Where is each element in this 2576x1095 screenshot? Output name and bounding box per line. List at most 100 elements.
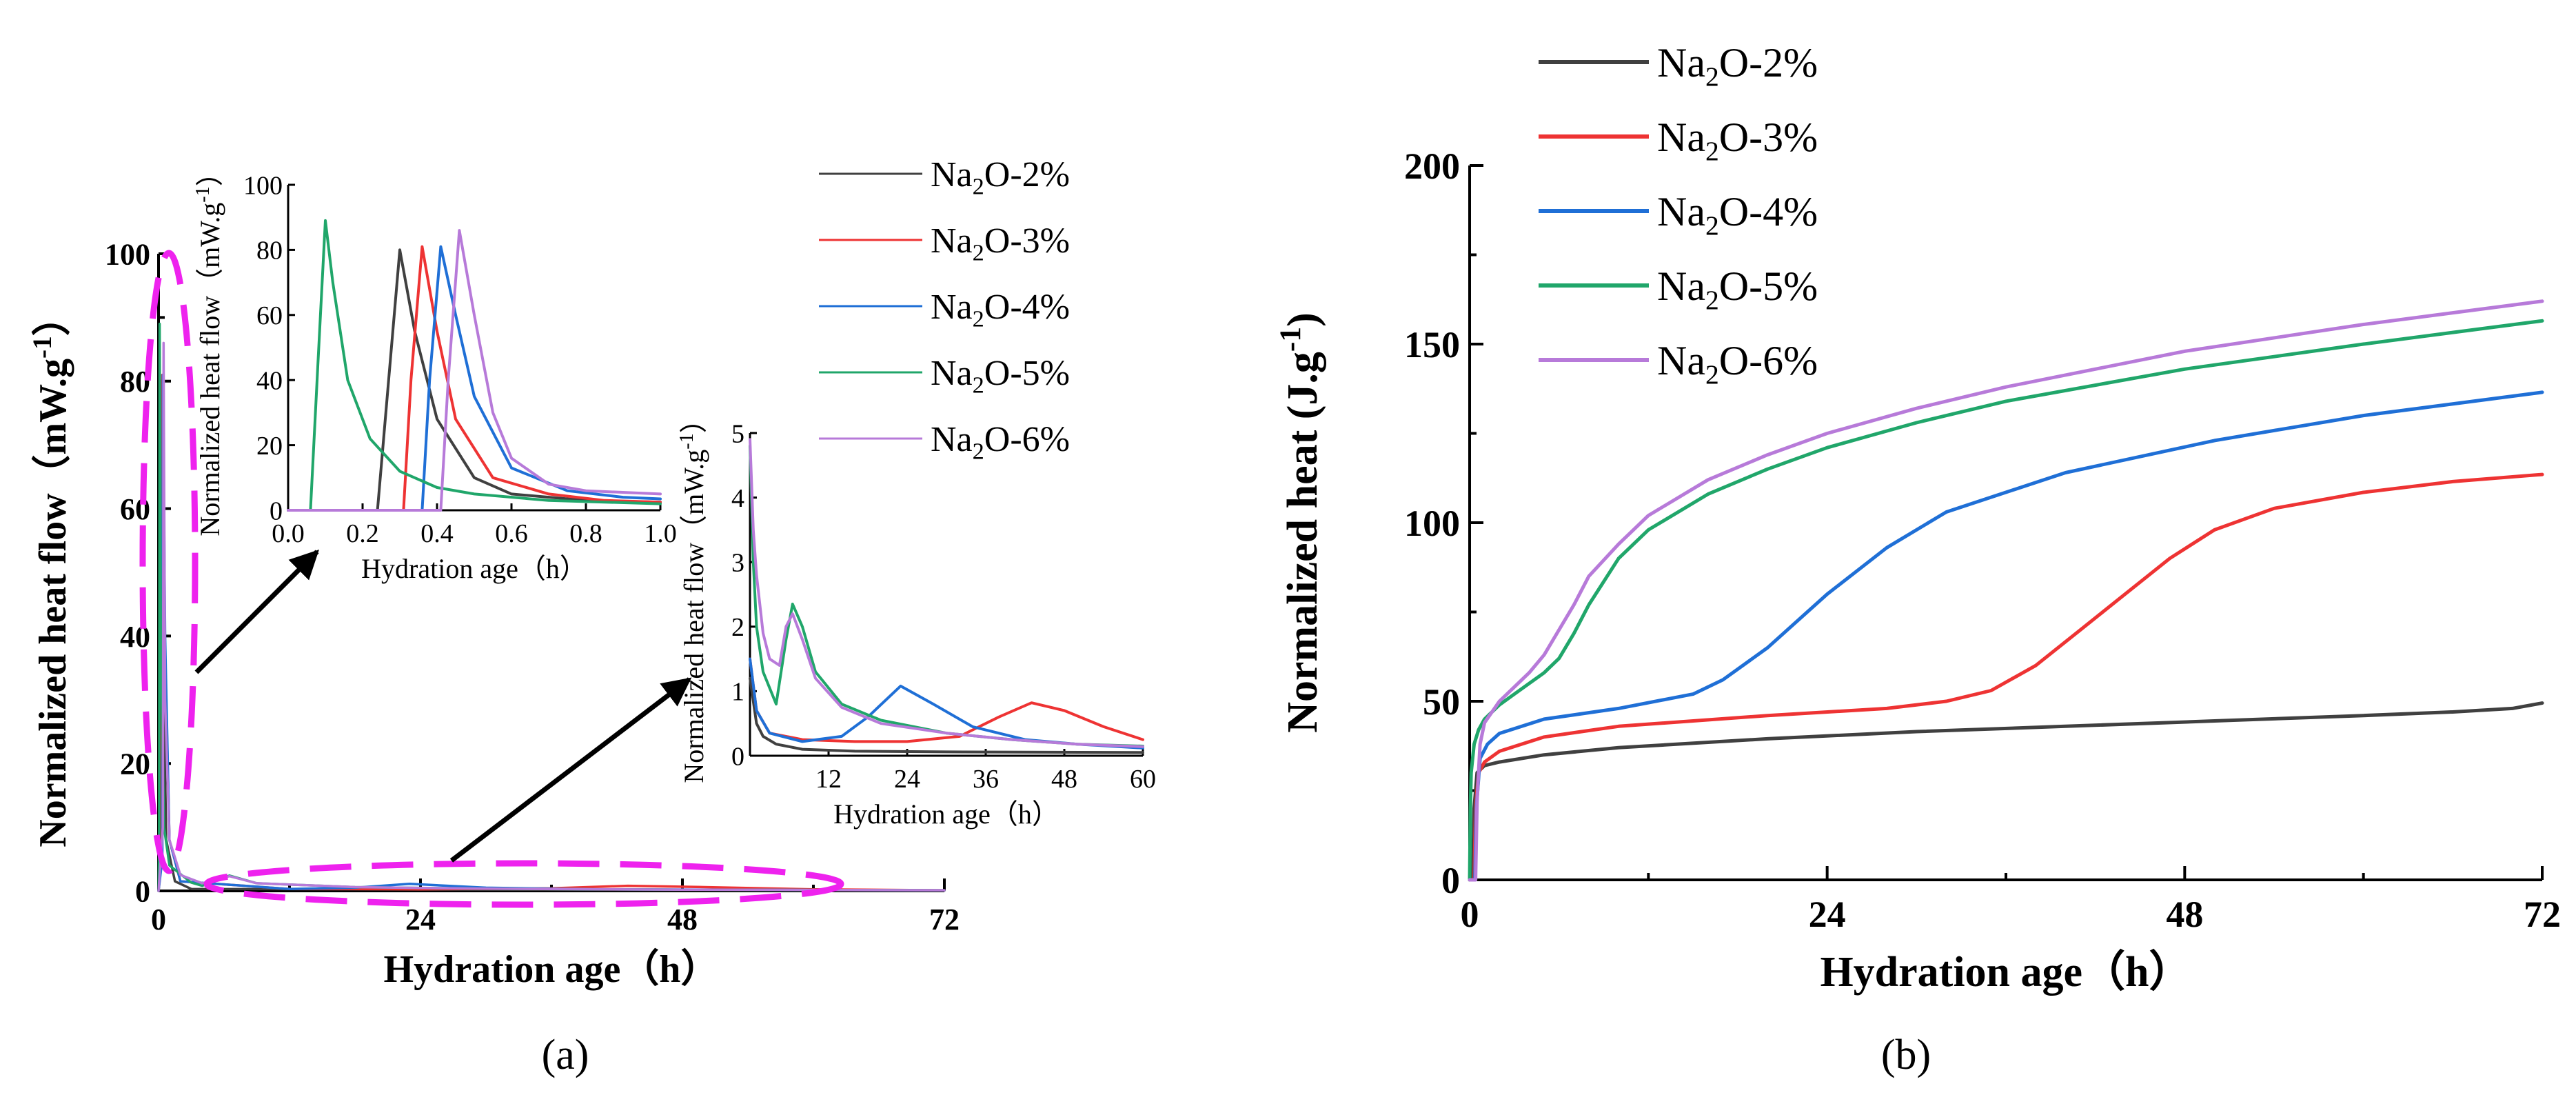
y-tick-label: 2 bbox=[731, 613, 744, 642]
legend-label-Na2O-6%: Na2O-6% bbox=[1657, 338, 1818, 390]
x-tick-label: 0 bbox=[151, 903, 166, 936]
x-axis-label: Hydration age（h） bbox=[1820, 947, 2191, 996]
y-axis-label-sup: -1 bbox=[1274, 327, 1307, 352]
y-tick-label: 1 bbox=[731, 678, 744, 707]
legend-label-Na2O-5%: Na2O-5% bbox=[1657, 263, 1818, 315]
y-axis-label-text: Normalized heat flow（mW.g bbox=[194, 203, 225, 536]
y-tick-label: 100 bbox=[1404, 503, 1460, 544]
panel-b-legend: Na2O-2%Na2O-3%Na2O-4%Na2O-5%Na2O-6% bbox=[1539, 40, 1818, 390]
series-line-Na2O-3% bbox=[287, 245, 662, 512]
series-line-Na2O-5% bbox=[1468, 319, 2544, 882]
legend-label-pre: Na bbox=[931, 420, 973, 459]
legend-label-pre: Na bbox=[931, 221, 973, 261]
y-tick-label: 0 bbox=[270, 496, 283, 525]
legend-label-Na2O-6%: Na2O-6% bbox=[931, 420, 1070, 464]
legend-label-post: O-2% bbox=[984, 155, 1070, 194]
y-axis-label-end: ） bbox=[678, 405, 709, 433]
legend-label-Na2O-5%: Na2O-5% bbox=[931, 354, 1070, 398]
y-axis-label: Normalized heat flow（mW.g-1） bbox=[676, 405, 710, 783]
series-line-Na2O-3% bbox=[749, 657, 1144, 743]
legend-label-Na2O-4%: Na2O-4% bbox=[931, 288, 1070, 332]
legend-label-pre: Na bbox=[1657, 114, 1705, 160]
legend-label-post: O-3% bbox=[984, 221, 1070, 261]
legend-label-Na2O-2%: Na2O-2% bbox=[931, 155, 1070, 199]
legend-label-post: O-6% bbox=[1719, 338, 1818, 383]
y-tick-label: 200 bbox=[1404, 145, 1460, 187]
y-axis-label-end: ） bbox=[194, 159, 225, 186]
series-line-Na2O-3% bbox=[1468, 472, 2544, 882]
legend-label-Na2O-3%: Na2O-3% bbox=[1657, 114, 1818, 166]
y-tick-label: 100 bbox=[105, 237, 150, 271]
x-tick-label: 72 bbox=[929, 903, 960, 936]
legend-label-sub: 2 bbox=[973, 240, 984, 266]
x-tick-label: 24 bbox=[405, 903, 436, 936]
y-tick-label: 60 bbox=[256, 301, 283, 330]
series-line-Na2O-2% bbox=[1468, 701, 2544, 882]
series-line-Na2O-6% bbox=[1468, 299, 2544, 882]
panel-b-label: (b) bbox=[1881, 1032, 1931, 1078]
x-tick-label: 48 bbox=[2166, 894, 2203, 935]
y-tick-label: 20 bbox=[256, 432, 283, 461]
series-line-Na2O-2% bbox=[287, 248, 662, 512]
legend-label-pre: Na bbox=[1657, 40, 1705, 86]
series-line-Na2O-4% bbox=[287, 245, 662, 512]
legend-label-post: O-2% bbox=[1719, 40, 1818, 86]
arrow-to-inset-early bbox=[194, 550, 319, 674]
series-line-Na2O-4% bbox=[1468, 390, 2544, 882]
panel-b: 0 24 48 72 0 50 100 150 200 Hydration age（h） Norma… bbox=[1274, 145, 2561, 996]
legend-label-Na2O-2%: Na2O-2% bbox=[1657, 40, 1818, 92]
legend-label-sub: 2 bbox=[1705, 61, 1719, 92]
highlight-ellipse-late bbox=[203, 860, 844, 908]
legend-label-post: O-3% bbox=[1719, 114, 1818, 160]
legend-label-sub: 2 bbox=[1705, 136, 1719, 166]
y-axis-label-end: ） bbox=[31, 297, 74, 336]
y-axis-label-sup: -1 bbox=[676, 433, 698, 449]
panel-a-legend: Na2O-2%Na2O-3%Na2O-4%Na2O-5%Na2O-6% bbox=[819, 155, 1070, 465]
panel-a-inset-early: 0.0 0.2 0.4 0.6 0.8 1.0 0 20 40 60 80 100 Hydration … bbox=[192, 159, 677, 584]
legend-label-sub: 2 bbox=[1705, 285, 1719, 315]
legend-label-sub: 2 bbox=[973, 439, 984, 465]
legend-label-sub: 2 bbox=[1705, 359, 1719, 390]
legend-label-sub: 2 bbox=[973, 174, 984, 200]
legend-label-pre: Na bbox=[931, 354, 973, 393]
series-line-Na2O-5% bbox=[749, 444, 1144, 747]
x-tick-label: 0.4 bbox=[420, 519, 454, 548]
x-tick-label: 0.2 bbox=[346, 519, 379, 548]
legend-label-Na2O-4%: Na2O-4% bbox=[1657, 189, 1818, 241]
legend-label-pre: Na bbox=[1657, 263, 1705, 309]
legend-label-sub: 2 bbox=[973, 372, 984, 399]
x-axis-label: Hydration age（h） bbox=[384, 947, 720, 991]
legend-label-pre: Na bbox=[931, 155, 973, 194]
y-tick-label: 5 bbox=[731, 419, 744, 448]
legend-label-sub: 2 bbox=[973, 306, 984, 332]
legend-label-pre: Na bbox=[1657, 189, 1705, 234]
y-tick-label: 3 bbox=[731, 549, 744, 578]
y-axis-label-text: Normalized heat flow（mW.g bbox=[678, 450, 709, 783]
x-tick-label: 24 bbox=[894, 765, 920, 794]
x-tick-label: 48 bbox=[667, 903, 698, 936]
series-line-Na2O-5% bbox=[287, 219, 662, 512]
x-tick-label: 1.0 bbox=[644, 519, 677, 548]
legend-label-post: O-4% bbox=[984, 288, 1070, 327]
x-tick-label: 60 bbox=[1130, 765, 1156, 794]
series-line-Na2O-6% bbox=[287, 229, 662, 512]
x-axis-label: Hydration age（h） bbox=[361, 553, 587, 584]
series-line-Na2O-4% bbox=[749, 657, 1144, 750]
series-line-Na2O-5% bbox=[157, 322, 946, 892]
x-tick-label: 12 bbox=[815, 765, 842, 794]
y-axis-label: Normalized heat flow（mW.g-1） bbox=[192, 159, 226, 536]
legend-label-post: O-5% bbox=[1719, 263, 1818, 309]
series-line-Na2O-2% bbox=[749, 676, 1144, 754]
panel-a-label: (a) bbox=[542, 1032, 589, 1078]
series-line-Na2O-6% bbox=[157, 341, 946, 892]
x-tick-label: 0 bbox=[1461, 894, 1479, 935]
y-tick-label: 100 bbox=[243, 171, 283, 200]
y-tick-label: 150 bbox=[1404, 324, 1460, 365]
legend-label-Na2O-3%: Na2O-3% bbox=[931, 221, 1070, 265]
y-tick-label: 0 bbox=[1441, 860, 1460, 901]
x-tick-label: 72 bbox=[2524, 894, 2561, 935]
arrow-to-inset-late bbox=[449, 677, 692, 863]
